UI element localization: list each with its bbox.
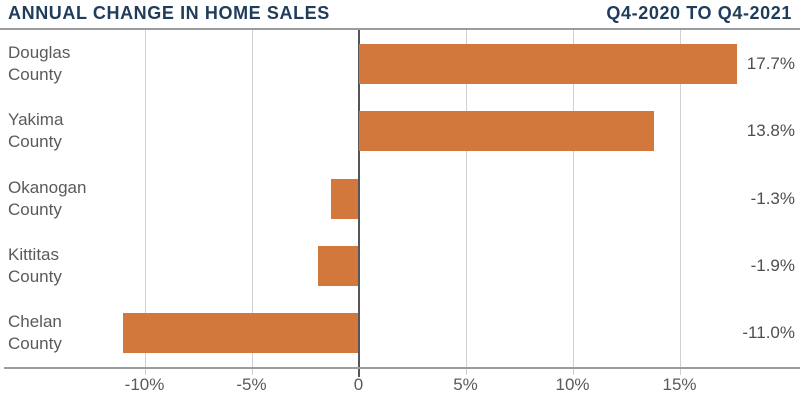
gridline-15: [679, 30, 681, 375]
category-label: Yakima County: [8, 110, 64, 152]
x-tick-label: -5%: [236, 375, 267, 394]
category-label: Douglas County: [8, 42, 71, 84]
plot-area: Douglas County 17.7% Yakima County 13.8% Oka…: [0, 30, 800, 377]
bar-okanogan-county: [330, 178, 359, 219]
gridline--5: [251, 30, 253, 375]
chart-title: ANNUAL CHANGE IN HOME SALES: [8, 3, 330, 23]
bar-kittitas-county: [317, 245, 359, 286]
zero-axis-line: [357, 30, 360, 377]
x-axis-line: [4, 367, 800, 369]
chart-subtitle: Q4-2020 TO Q4-2021: [606, 3, 792, 23]
bar-chelan-county: [123, 313, 359, 354]
x-tick-label: -10%: [124, 375, 165, 394]
category-label: Kittitas County: [8, 244, 62, 286]
gridline-5: [465, 30, 467, 375]
value-label: -1.9%: [750, 255, 795, 275]
category-label: Okanogan County: [8, 177, 87, 219]
top-rule: [0, 28, 800, 30]
bar-douglas-county: [358, 43, 738, 84]
x-tick-label: 10%: [555, 375, 590, 394]
value-label: -1.3%: [750, 188, 795, 208]
value-label: -11.0%: [742, 323, 795, 343]
x-tick-label: 15%: [662, 375, 697, 394]
value-label: 17.7%: [746, 53, 795, 73]
value-label: 13.8%: [746, 121, 795, 141]
category-label: Chelan County: [8, 312, 62, 354]
gridline-10: [572, 30, 574, 375]
gridline--10: [144, 30, 146, 375]
x-tick-label: 5%: [453, 375, 478, 394]
bar-yakima-county: [358, 111, 654, 152]
x-tick-label: 0: [353, 375, 364, 394]
